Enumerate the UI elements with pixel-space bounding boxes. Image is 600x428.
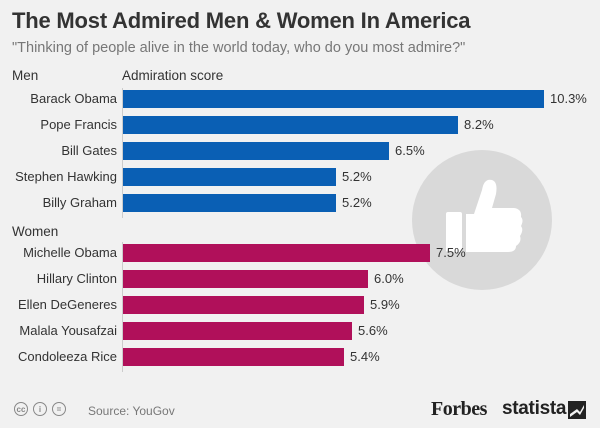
attribution-icon: i — [33, 402, 47, 416]
bar-stephen-hawking — [123, 168, 336, 186]
bar-michelle-obama — [123, 244, 430, 262]
cc-icon: cc — [14, 402, 28, 416]
category-label: Michelle Obama — [23, 245, 117, 260]
value-label: 6.5% — [395, 143, 425, 158]
statista-logo-text: statista — [502, 398, 567, 419]
license-icons: cc i = — [14, 402, 66, 416]
chart-title: The Most Admired Men & Women In America — [12, 8, 471, 33]
bar-pope-francis — [123, 116, 458, 134]
bar-bill-gates — [123, 142, 389, 160]
bar-billy-graham — [123, 194, 336, 212]
axis-line-men — [122, 88, 123, 218]
value-label: 5.6% — [358, 323, 388, 338]
bar-ellen-degeneres — [123, 296, 364, 314]
category-label: Condoleeza Rice — [17, 349, 117, 364]
bar-hillary-clinton — [123, 270, 368, 288]
source-note: Source: YouGov — [88, 404, 175, 418]
category-label: Barack Obama — [30, 91, 117, 106]
group-label-men: Men — [12, 68, 39, 83]
value-label: 7.5% — [436, 245, 466, 260]
bar-malala-yousafzai — [123, 322, 352, 340]
category-label: Bill Gates — [61, 143, 117, 158]
category-label: Hillary Clinton — [36, 271, 117, 286]
value-label: 5.4% — [350, 349, 380, 364]
category-label: Pope Francis — [40, 117, 117, 132]
value-label: 5.2% — [342, 169, 372, 184]
no-derivatives-icon: = — [52, 402, 66, 416]
category-label: Stephen Hawking — [15, 169, 117, 184]
value-label: 8.2% — [464, 117, 494, 132]
axis-label: Admiration score — [122, 68, 224, 83]
thumbs-up-icon — [412, 150, 552, 290]
group-label-women: Women — [12, 224, 59, 239]
category-label: Billy Graham — [42, 195, 117, 210]
bar-barack-obama — [123, 90, 544, 108]
bar-condoleeza-rice — [123, 348, 344, 366]
category-label: Ellen DeGeneres — [18, 297, 117, 312]
value-label: 5.2% — [342, 195, 372, 210]
value-label: 5.9% — [370, 297, 400, 312]
axis-line-women — [122, 242, 123, 372]
category-label: Malala Yousafzai — [19, 323, 117, 338]
chart-subtitle: "Thinking of people alive in the world t… — [12, 40, 466, 56]
value-label: 6.0% — [374, 271, 404, 286]
statista-icon — [568, 401, 586, 419]
forbes-logo: Forbes — [431, 398, 487, 420]
value-label: 10.3% — [550, 91, 587, 106]
